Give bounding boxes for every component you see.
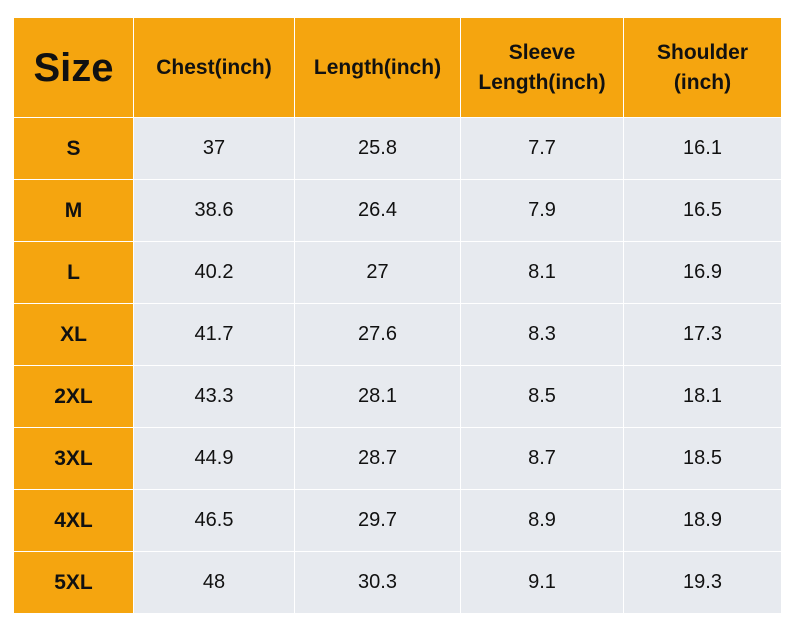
shoulder-cell: 16.5: [623, 179, 782, 242]
sleeve-cell: 7.7: [460, 117, 624, 180]
table-row: M 38.6 26.4 7.9 16.5: [13, 179, 782, 242]
size-cell: XL: [13, 303, 134, 366]
chest-header: Chest(inch): [133, 17, 295, 118]
length-cell: 28.7: [294, 427, 461, 490]
size-chart-table: Size Chest(inch) Length(inch) Sleeve Len…: [13, 17, 782, 614]
chest-cell: 38.6: [133, 179, 295, 242]
table-row: 3XL 44.9 28.7 8.7 18.5: [13, 427, 782, 490]
length-cell: 30.3: [294, 551, 461, 614]
table-row: 4XL 46.5 29.7 8.9 18.9: [13, 489, 782, 552]
sleeve-length-header: Sleeve Length(inch): [460, 17, 624, 118]
table-row: 5XL 48 30.3 9.1 19.3: [13, 551, 782, 614]
shoulder-header-line1: Shoulder: [656, 40, 748, 64]
table-body: S 37 25.8 7.7 16.1 M 38.6 26.4 7.9 16.5 …: [13, 117, 782, 614]
length-header: Length(inch): [294, 17, 461, 118]
size-cell: 5XL: [13, 551, 134, 614]
chest-cell: 48: [133, 551, 295, 614]
chest-cell: 40.2: [133, 241, 295, 304]
chest-cell: 41.7: [133, 303, 295, 366]
sleeve-cell: 8.3: [460, 303, 624, 366]
sleeve-cell: 8.1: [460, 241, 624, 304]
shoulder-cell: 18.5: [623, 427, 782, 490]
shoulder-header: Shoulder (inch): [623, 17, 782, 118]
header-row: Size Chest(inch) Length(inch) Sleeve Len…: [13, 17, 782, 118]
shoulder-cell: 18.9: [623, 489, 782, 552]
length-cell: 27: [294, 241, 461, 304]
size-cell: M: [13, 179, 134, 242]
shoulder-cell: 19.3: [623, 551, 782, 614]
sleeve-cell: 7.9: [460, 179, 624, 242]
sleeve-cell: 9.1: [460, 551, 624, 614]
size-cell: S: [13, 117, 134, 180]
chest-cell: 43.3: [133, 365, 295, 428]
sleeve-cell: 8.7: [460, 427, 624, 490]
chest-cell: 46.5: [133, 489, 295, 552]
shoulder-cell: 16.9: [623, 241, 782, 304]
length-cell: 29.7: [294, 489, 461, 552]
chest-cell: 37: [133, 117, 295, 180]
size-header: Size: [13, 17, 134, 118]
shoulder-cell: 17.3: [623, 303, 782, 366]
table-row: XL 41.7 27.6 8.3 17.3: [13, 303, 782, 366]
chest-cell: 44.9: [133, 427, 295, 490]
shoulder-header-line2: (inch): [673, 70, 732, 94]
shoulder-cell: 16.1: [623, 117, 782, 180]
size-cell: 4XL: [13, 489, 134, 552]
shoulder-cell: 18.1: [623, 365, 782, 428]
size-cell: L: [13, 241, 134, 304]
sleeve-cell: 8.5: [460, 365, 624, 428]
length-cell: 26.4: [294, 179, 461, 242]
length-cell: 27.6: [294, 303, 461, 366]
table-row: 2XL 43.3 28.1 8.5 18.1: [13, 365, 782, 428]
sleeve-cell: 8.9: [460, 489, 624, 552]
length-cell: 28.1: [294, 365, 461, 428]
sleeve-header-line2: Length(inch): [478, 70, 606, 94]
sleeve-header-line1: Sleeve: [508, 40, 576, 64]
size-cell: 2XL: [13, 365, 134, 428]
length-cell: 25.8: [294, 117, 461, 180]
size-cell: 3XL: [13, 427, 134, 490]
table-header: Size Chest(inch) Length(inch) Sleeve Len…: [13, 17, 782, 118]
table-row: L 40.2 27 8.1 16.9: [13, 241, 782, 304]
table-row: S 37 25.8 7.7 16.1: [13, 117, 782, 180]
